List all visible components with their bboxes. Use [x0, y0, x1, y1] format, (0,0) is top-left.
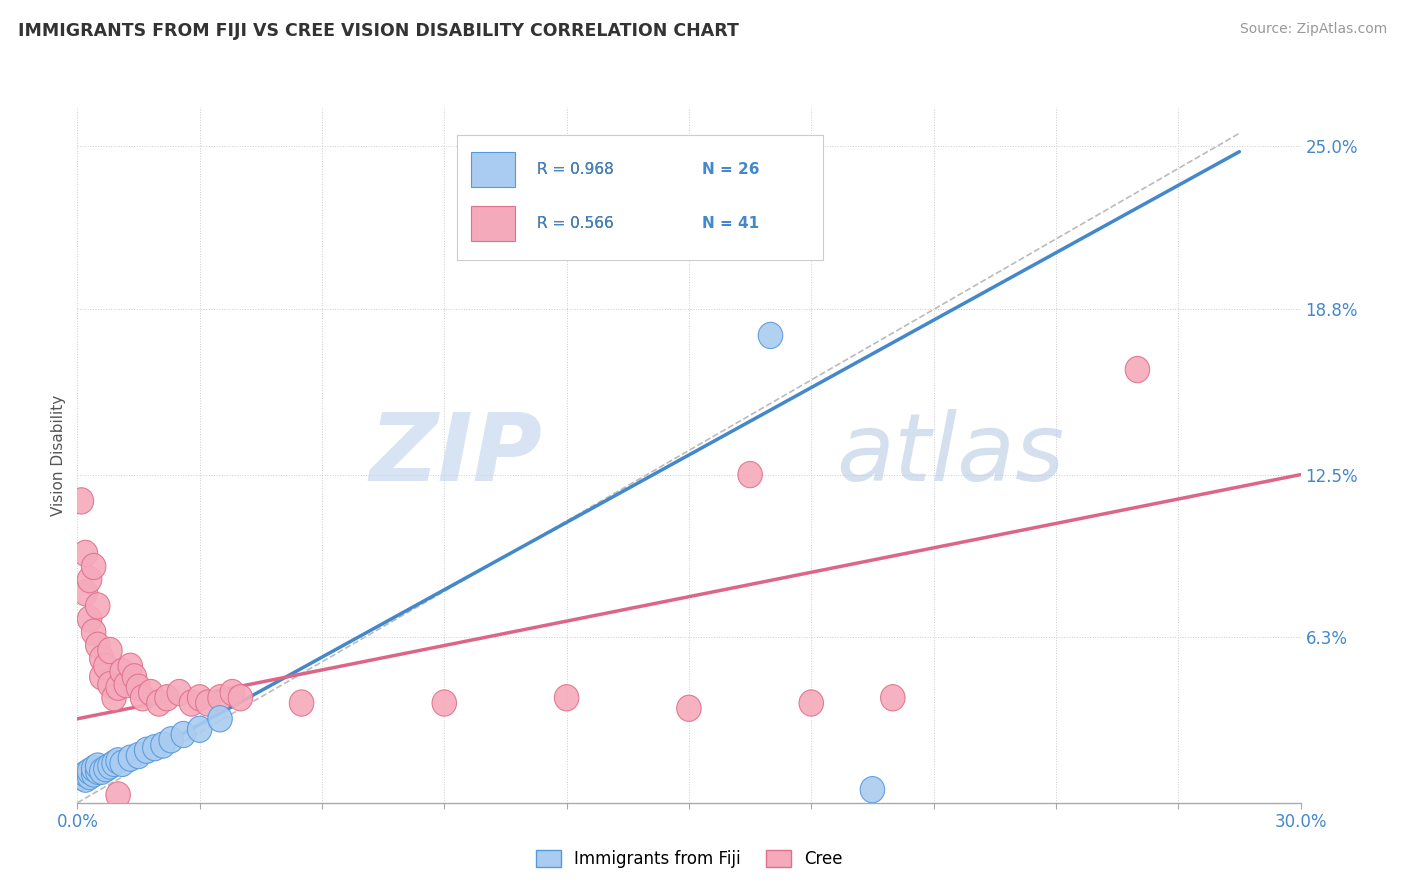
Ellipse shape	[138, 680, 163, 706]
Ellipse shape	[94, 653, 118, 680]
Text: atlas: atlas	[835, 409, 1064, 500]
Ellipse shape	[110, 750, 135, 777]
Ellipse shape	[82, 756, 105, 781]
Ellipse shape	[187, 716, 212, 742]
Ellipse shape	[195, 690, 221, 716]
Ellipse shape	[77, 764, 101, 789]
Ellipse shape	[77, 566, 101, 593]
Ellipse shape	[90, 664, 114, 690]
Ellipse shape	[155, 685, 180, 711]
Ellipse shape	[94, 756, 118, 781]
Text: Source: ZipAtlas.com: Source: ZipAtlas.com	[1240, 22, 1388, 37]
Ellipse shape	[97, 638, 122, 664]
Ellipse shape	[880, 685, 905, 711]
Ellipse shape	[114, 672, 139, 698]
Ellipse shape	[77, 758, 101, 784]
Ellipse shape	[738, 461, 762, 488]
Ellipse shape	[127, 674, 150, 700]
Ellipse shape	[127, 742, 150, 769]
Ellipse shape	[86, 753, 110, 780]
Text: IMMIGRANTS FROM FIJI VS CREE VISION DISABILITY CORRELATION CHART: IMMIGRANTS FROM FIJI VS CREE VISION DISA…	[18, 22, 740, 40]
Ellipse shape	[86, 593, 110, 619]
Ellipse shape	[150, 732, 176, 758]
Y-axis label: Vision Disability: Vision Disability	[51, 394, 66, 516]
Ellipse shape	[135, 737, 159, 764]
Ellipse shape	[122, 664, 146, 690]
Ellipse shape	[758, 322, 783, 349]
Ellipse shape	[554, 685, 579, 711]
Ellipse shape	[799, 690, 824, 716]
Ellipse shape	[69, 764, 94, 789]
Ellipse shape	[172, 722, 195, 747]
Text: ZIP: ZIP	[370, 409, 543, 501]
Ellipse shape	[69, 488, 94, 514]
Ellipse shape	[73, 761, 98, 787]
Ellipse shape	[180, 690, 204, 716]
Ellipse shape	[105, 674, 131, 700]
Ellipse shape	[73, 766, 98, 792]
Ellipse shape	[221, 680, 245, 706]
Ellipse shape	[97, 753, 122, 780]
Ellipse shape	[290, 690, 314, 716]
Ellipse shape	[110, 658, 135, 685]
Ellipse shape	[118, 745, 142, 772]
Ellipse shape	[97, 672, 122, 698]
Ellipse shape	[208, 685, 232, 711]
Ellipse shape	[105, 747, 131, 774]
Ellipse shape	[101, 750, 127, 777]
Ellipse shape	[860, 777, 884, 803]
Ellipse shape	[86, 632, 110, 658]
Ellipse shape	[146, 690, 172, 716]
Ellipse shape	[105, 781, 131, 808]
Ellipse shape	[82, 619, 105, 645]
Ellipse shape	[432, 690, 457, 716]
Ellipse shape	[1125, 357, 1150, 383]
Ellipse shape	[90, 758, 114, 784]
Ellipse shape	[86, 758, 110, 784]
Ellipse shape	[131, 685, 155, 711]
Ellipse shape	[73, 541, 98, 566]
Ellipse shape	[82, 761, 105, 787]
Ellipse shape	[676, 695, 702, 722]
Ellipse shape	[187, 685, 212, 711]
Ellipse shape	[118, 653, 142, 680]
Ellipse shape	[228, 685, 253, 711]
Ellipse shape	[90, 645, 114, 672]
Ellipse shape	[208, 706, 232, 732]
Ellipse shape	[82, 553, 105, 580]
Ellipse shape	[73, 580, 98, 606]
Ellipse shape	[159, 727, 183, 753]
Ellipse shape	[101, 685, 127, 711]
Legend: Immigrants from Fiji, Cree: Immigrants from Fiji, Cree	[529, 843, 849, 874]
Ellipse shape	[167, 680, 191, 706]
Ellipse shape	[142, 734, 167, 761]
Ellipse shape	[77, 606, 101, 632]
